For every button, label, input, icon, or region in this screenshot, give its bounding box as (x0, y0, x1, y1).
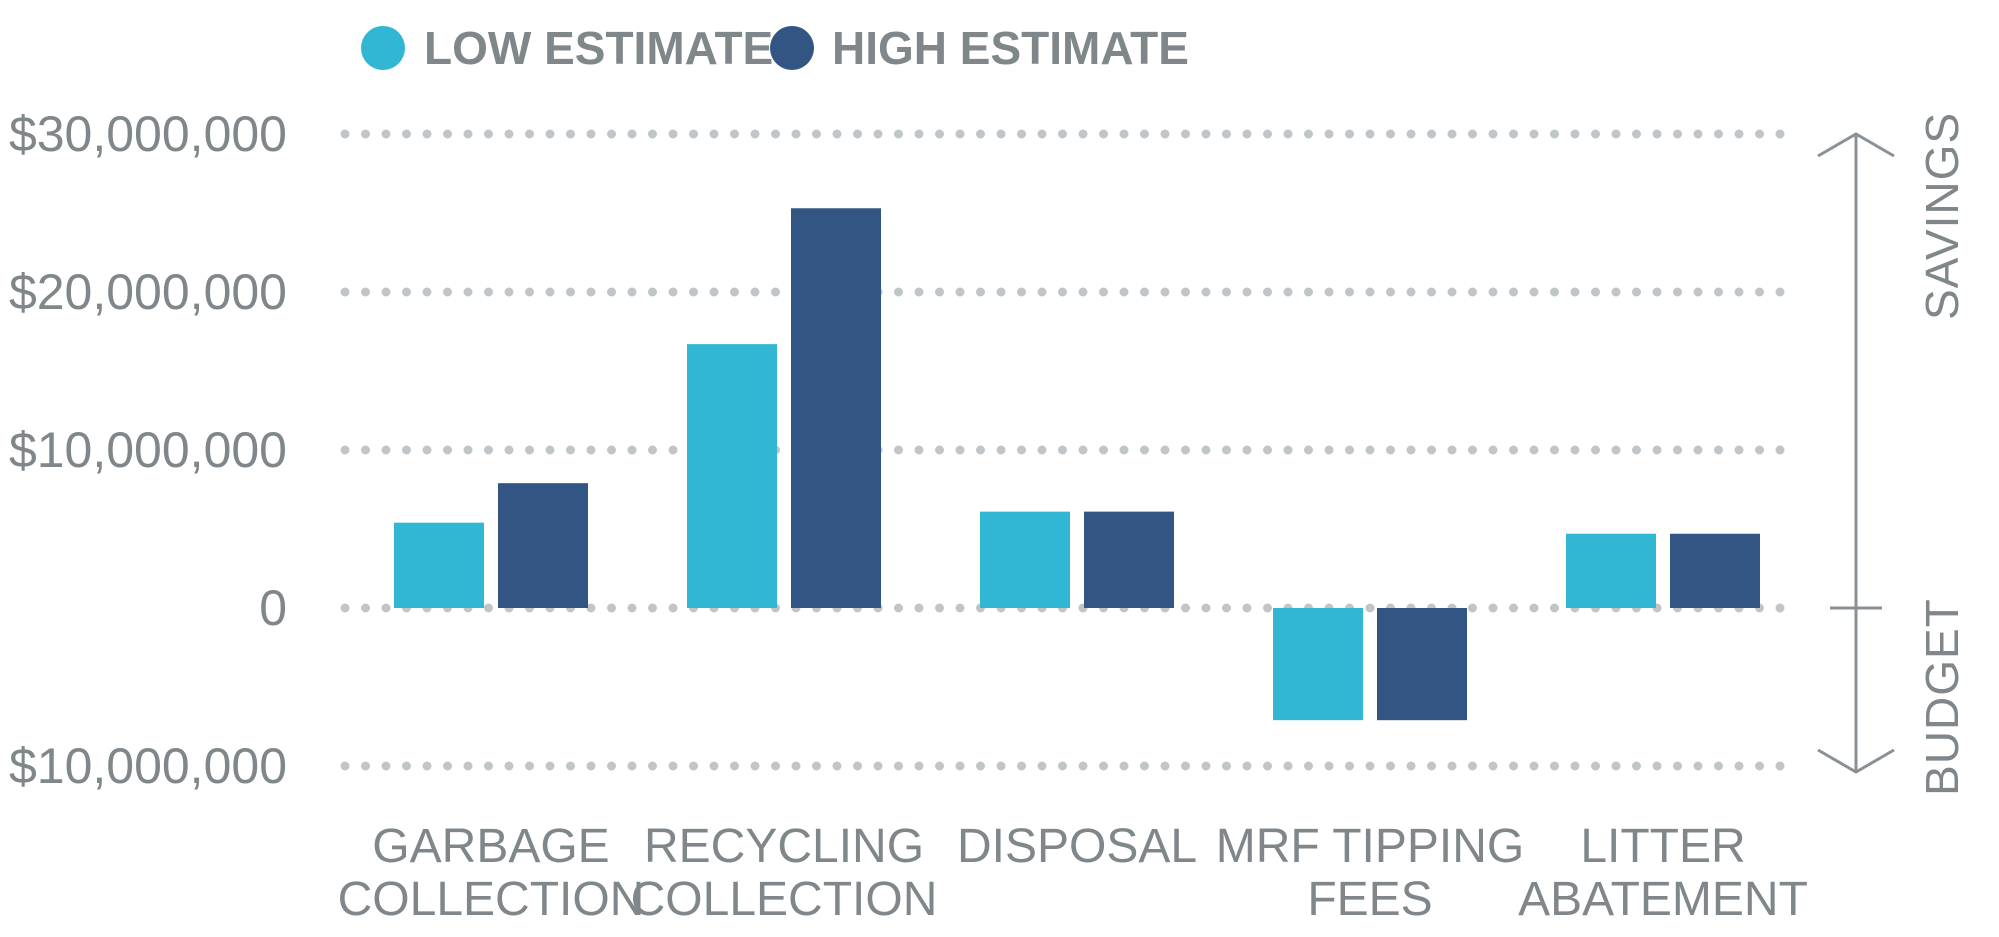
y-tick-label: - $10,000,000 (0, 738, 287, 794)
bar-high-estimate (791, 208, 881, 608)
y-tick-label: $10,000,000 (9, 422, 287, 478)
legend-swatch-low (361, 26, 405, 70)
x-axis-labels: GARBAGECOLLECTIONRECYCLINGCOLLECTIONDISP… (338, 820, 1808, 926)
savings-label: SAVINGS (1916, 112, 1968, 320)
y-axis-labels: $30,000,000 $20,000,000 $10,000,000 0 - $10,… (0, 106, 287, 794)
bars (394, 208, 1760, 721)
arrow-head-down (1817, 748, 1895, 774)
x-tick-label: MRF TIPPING (1216, 820, 1524, 873)
savings-budget-arrow: SAVINGS BUDGET (1817, 112, 1968, 796)
y-tick-label: $30,000,000 (9, 106, 287, 162)
bar-high-estimate (498, 483, 588, 608)
x-tick-label: RECYCLING (644, 820, 924, 873)
bar-low-estimate (1566, 533, 1656, 608)
budget-label: BUDGET (1916, 598, 1968, 796)
bar-high-estimate (1670, 533, 1760, 608)
x-tick-label: ABATEMENT (1518, 873, 1808, 926)
legend-label-high: HIGH ESTIMATE (832, 22, 1189, 74)
y-tick-label: $20,000,000 (9, 264, 287, 320)
bar-low-estimate (1273, 608, 1363, 721)
x-tick-label: COLLECTION (338, 873, 645, 926)
legend: LOW ESTIMATE HIGH ESTIMATE (361, 22, 1189, 74)
bar-high-estimate (1084, 511, 1174, 608)
bar-low-estimate (394, 522, 484, 608)
bar-high-estimate (1377, 608, 1467, 721)
x-tick-label: COLLECTION (631, 873, 938, 926)
bar-low-estimate (687, 344, 777, 608)
x-tick-label: FEES (1307, 873, 1432, 926)
y-tick-label: 0 (259, 580, 287, 636)
arrow-head-up (1817, 132, 1895, 158)
bar-low-estimate (980, 511, 1070, 608)
x-tick-label: GARBAGE (372, 820, 609, 873)
x-tick-label: LITTER (1580, 820, 1745, 873)
gridlines (340, 129, 1795, 771)
x-tick-label: DISPOSAL (957, 820, 1197, 873)
legend-label-low: LOW ESTIMATE (424, 22, 773, 74)
legend-swatch-high (770, 26, 814, 70)
